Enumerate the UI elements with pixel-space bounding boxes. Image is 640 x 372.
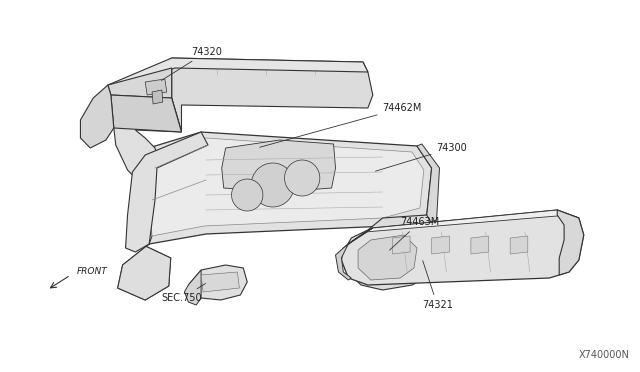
Polygon shape — [471, 236, 488, 254]
Polygon shape — [111, 95, 182, 182]
Circle shape — [285, 160, 320, 196]
Polygon shape — [358, 235, 417, 280]
Polygon shape — [188, 265, 247, 300]
Polygon shape — [108, 68, 172, 98]
Text: 74462M: 74462M — [260, 103, 422, 147]
Polygon shape — [341, 210, 584, 285]
Polygon shape — [557, 210, 584, 275]
Polygon shape — [118, 132, 431, 300]
Polygon shape — [221, 140, 335, 192]
Text: 74463M: 74463M — [390, 217, 440, 250]
Polygon shape — [365, 210, 579, 232]
Polygon shape — [201, 272, 239, 292]
Polygon shape — [145, 138, 424, 236]
Text: X740000N: X740000N — [579, 350, 630, 360]
Polygon shape — [344, 215, 440, 290]
Polygon shape — [431, 236, 449, 254]
Polygon shape — [335, 228, 373, 280]
Text: 74300: 74300 — [376, 143, 467, 171]
Circle shape — [232, 179, 263, 211]
Circle shape — [251, 163, 294, 207]
Polygon shape — [108, 58, 368, 95]
Text: 74321: 74321 — [422, 261, 452, 310]
Polygon shape — [152, 90, 163, 104]
Text: 74320: 74320 — [161, 47, 222, 80]
Polygon shape — [392, 236, 410, 254]
Text: SEC.750: SEC.750 — [162, 283, 205, 303]
Polygon shape — [387, 144, 440, 235]
Polygon shape — [184, 270, 201, 305]
Polygon shape — [118, 152, 171, 300]
Polygon shape — [81, 85, 114, 148]
Polygon shape — [172, 58, 373, 132]
Polygon shape — [111, 95, 182, 132]
Polygon shape — [510, 236, 528, 254]
Polygon shape — [145, 79, 167, 95]
Text: FRONT: FRONT — [77, 267, 108, 276]
Polygon shape — [125, 132, 208, 252]
